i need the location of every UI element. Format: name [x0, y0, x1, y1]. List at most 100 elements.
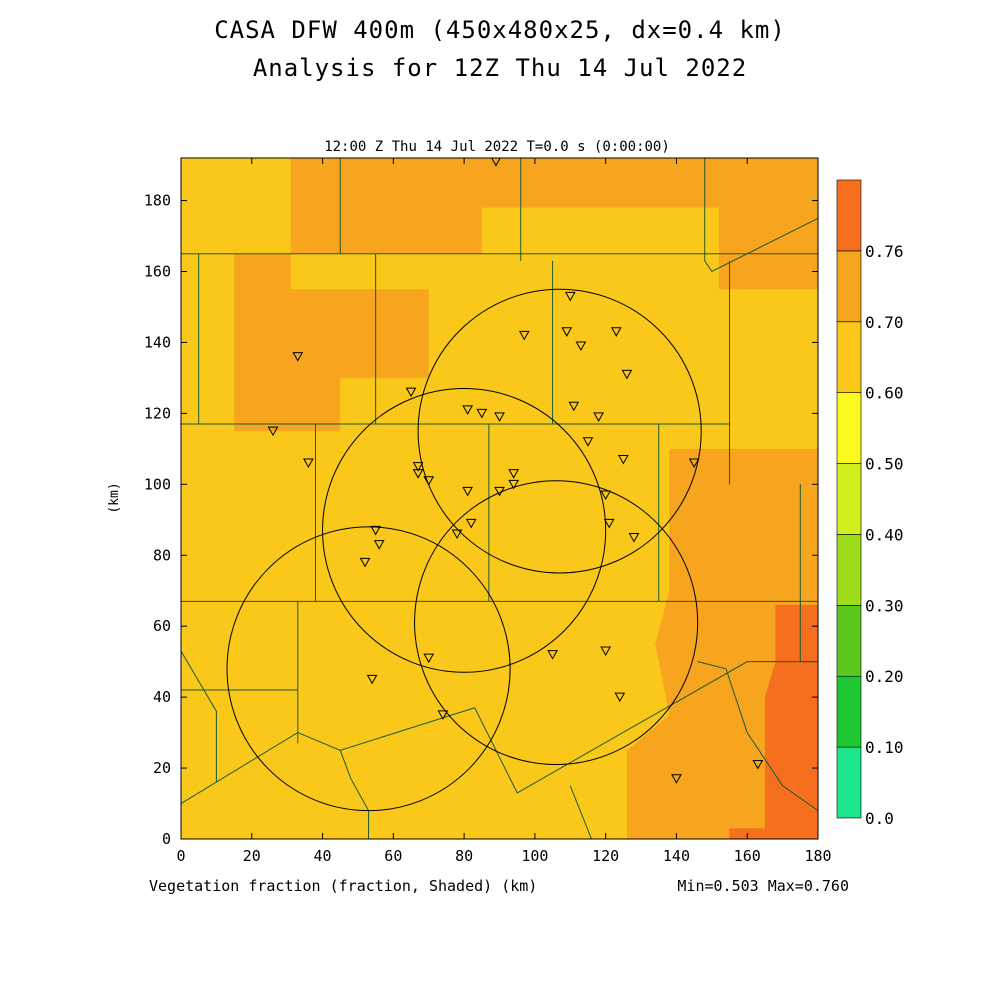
- station-marker-icon: [688, 458, 700, 469]
- colorbar-swatch: [836, 675, 862, 748]
- colorbar-swatch: [836, 534, 862, 606]
- county-boundary: [339, 750, 370, 839]
- station-marker-icon: [671, 774, 682, 784]
- y-tick-label: 20: [153, 759, 171, 777]
- station-marker-icon: [628, 533, 640, 543]
- station-marker-icon: [610, 327, 622, 337]
- x-tick-label: 20: [243, 847, 261, 865]
- station-marker-icon: [564, 291, 576, 302]
- station-marker-icon: [423, 476, 435, 486]
- colorbar: 0.0 0.10 0.20 0.30 0.40 0.50 0.60 0.70 0.76: [836, 179, 904, 828]
- colorbar-level-label: 0.50: [865, 455, 904, 474]
- station-marker-icon: [465, 518, 477, 529]
- colorbar-level-label: 0.40: [865, 525, 904, 544]
- plot-area: [181, 158, 818, 839]
- x-tick-label: 140: [663, 847, 690, 865]
- station-marker-icon: [370, 525, 381, 536]
- y-tick-label: 100: [144, 475, 171, 493]
- county-boundary: [697, 661, 818, 812]
- station-marker-icon: [508, 479, 520, 490]
- station-marker-icon: [508, 469, 520, 479]
- station-marker-icon: [491, 158, 501, 167]
- x-tick-label: 40: [314, 847, 332, 865]
- radar-range-ring: [414, 480, 699, 766]
- y-tick-label: 80: [153, 546, 171, 564]
- station-marker-icon: [267, 426, 279, 437]
- colorbar-swatch: [836, 746, 862, 819]
- colorbar-swatch: [836, 392, 862, 464]
- county-boundary: [181, 650, 217, 783]
- radar-range-ring: [417, 288, 702, 574]
- station-marker-icon: [575, 341, 587, 352]
- footer-variable-label: Vegetation fraction (fraction, Shaded) (…: [149, 877, 537, 895]
- colorbar-level-label: 0.60: [865, 384, 904, 403]
- colorbar-level-label: 0.10: [865, 738, 904, 757]
- colorbar-level-label: 0.30: [865, 596, 904, 615]
- x-tick-label: 180: [804, 847, 831, 865]
- chart-title-line-1: CASA DFW 400m (450x480x25, dx=0.4 km): [214, 16, 786, 44]
- station-marker-icon: [603, 518, 615, 529]
- station-marker-icon: [618, 454, 629, 465]
- station-marker-icon: [614, 692, 626, 703]
- shaded-region-3: [729, 604, 818, 839]
- station-marker-icon: [451, 529, 463, 539]
- station-marker-icon: [621, 369, 633, 380]
- y-tick-label: 40: [153, 688, 171, 706]
- station-marker-icon: [412, 462, 424, 472]
- colorbar-swatch: [836, 179, 862, 252]
- x-tick-label: 0: [176, 847, 185, 865]
- station-marker-icon: [359, 557, 371, 568]
- x-tick-label: 60: [384, 847, 402, 865]
- y-tick-label: 160: [144, 263, 171, 281]
- county-boundary: [181, 707, 475, 804]
- county-boundary: [569, 785, 592, 839]
- station-marker-icon: [292, 352, 304, 362]
- y-tick-label: 140: [144, 333, 171, 351]
- chart-title-line-2: Analysis for 12Z Thu 14 Jul 2022: [252, 54, 748, 82]
- station-marker-icon: [547, 650, 558, 660]
- y-tick-label: 180: [144, 192, 171, 210]
- radar-range-ring: [322, 388, 607, 673]
- x-tick-label: 160: [734, 847, 761, 865]
- station-marker-icon: [462, 486, 474, 497]
- station-marker-icon: [494, 412, 505, 422]
- station-marker-icon: [462, 405, 474, 415]
- county-boundary: [704, 217, 818, 273]
- station-marker-icon: [600, 490, 612, 500]
- y-tick-label: 120: [144, 404, 171, 422]
- colorbar-level-label: 0.70: [865, 313, 904, 332]
- station-marker-icon: [582, 437, 594, 447]
- station-marker-icon: [752, 760, 764, 770]
- station-marker-icon: [494, 486, 505, 497]
- plot-frame: [180, 157, 819, 840]
- station-marker-icon: [476, 408, 488, 419]
- colorbar-level-label: 0.0: [865, 809, 894, 828]
- shaded-region-1: [234, 158, 818, 432]
- station-marker-icon: [373, 540, 385, 550]
- station-marker-icon: [437, 710, 449, 720]
- station-marker-icon: [593, 412, 604, 422]
- colorbar-swatch: [836, 321, 862, 393]
- station-marker-icon: [568, 401, 580, 412]
- y-tick-label: 0: [162, 830, 171, 848]
- colorbar-swatch: [836, 250, 862, 323]
- colorbar-level-label: 0.76: [865, 242, 904, 261]
- station-marker-icon: [600, 646, 612, 657]
- station-marker-icon: [366, 674, 378, 685]
- time-label: 12:00 Z Thu 14 Jul 2022 T=0.0 s (0:00:00…: [324, 139, 670, 155]
- radar-range-ring: [226, 526, 511, 812]
- footer-min-max: Min=0.503 Max=0.760: [677, 877, 849, 895]
- station-marker-icon: [412, 469, 424, 479]
- station-marker-icon: [405, 387, 417, 398]
- county-boundary: [799, 484, 818, 663]
- station-marker-icon: [518, 330, 530, 341]
- station-marker-icon: [423, 653, 435, 664]
- station-marker-icon: [561, 327, 573, 337]
- colorbar-swatch: [836, 463, 862, 535]
- colorbar-level-label: 0.20: [865, 667, 904, 686]
- y-axis-label: (km): [107, 482, 122, 513]
- axes: 0 20 40 60 80 100 120 140 160 180 0 20 40 60 80 100 120 1…: [144, 158, 832, 865]
- y-tick-label: 60: [153, 617, 171, 635]
- colorbar-swatch: [836, 605, 862, 677]
